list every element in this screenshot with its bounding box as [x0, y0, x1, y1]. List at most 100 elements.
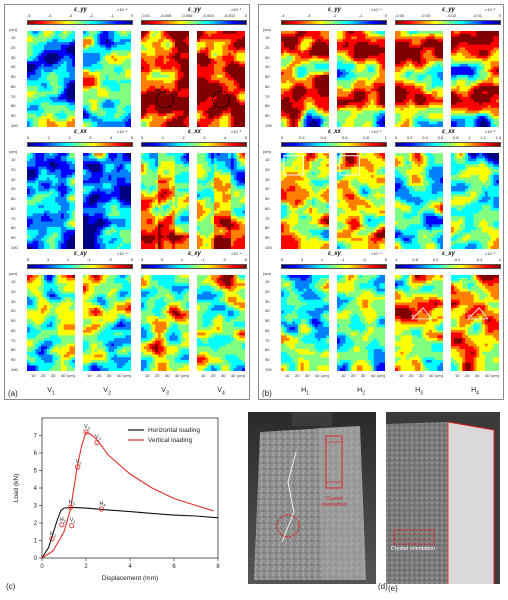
y-axis-tick: 80 — [11, 103, 16, 109]
colorbar-tick-label: 0.8 — [363, 135, 369, 140]
x-axis-tick: 30 — [305, 373, 310, 378]
y-axis-unit: (cm) — [263, 149, 271, 154]
colorbar-tick-label: -1 — [358, 13, 363, 18]
y-axis-tick: 20 — [11, 288, 16, 294]
colorbar-exponent-left-1: ×10⁻⁴ — [117, 129, 128, 134]
column-label-b-2: H3 — [399, 387, 439, 396]
x-axis-tick: 20 — [211, 373, 216, 378]
colorbar-exponent-right-2: ×10⁻⁴ — [231, 251, 242, 256]
panel-b-letter: (b) — [262, 389, 272, 398]
strain-field-image — [141, 153, 189, 249]
panel-c: 0 2 4 6 8 0 1 2 3 4 5 6 7 Displacement (mm) Load (kN) H… — [4, 404, 240, 596]
colorbar-left-1 — [281, 142, 387, 147]
x-axis-tick: 10 — [87, 373, 92, 378]
colorbar-ticks-left-2: 5 3 1 -1 -3 -5 — [27, 257, 133, 262]
y-axis-tick: 60 — [265, 83, 270, 89]
x-axis-tick: 10 — [31, 373, 36, 378]
strain-field-image — [83, 31, 131, 127]
data-point-label: H4 — [99, 501, 106, 508]
specimen-photo-horizontal: Crystal orientation — [386, 412, 500, 584]
panel-a: ε_yy ×10⁻⁴ -5 -4 -3 -2 -1 0 ε_yy ×10⁻² -0.01 -0.008… — [4, 4, 250, 400]
colorbar-tick-label: 3 — [160, 257, 164, 262]
column-label-a-3: V4 — [201, 387, 241, 396]
x-axis-tick: 40 — [61, 373, 66, 378]
y-tick-label: 6 — [34, 451, 38, 457]
colorbar-ticks-left-2: 5 3 1 -1 -3 -5 — [281, 257, 387, 262]
colorbar-tick-label: -0.01 — [472, 13, 482, 18]
x-axis-tick: 40 — [485, 373, 490, 378]
angle-triangle-marker — [410, 307, 433, 320]
y-axis-unit: (cm) — [263, 271, 271, 276]
colorbar-tick-label: 0.8 — [452, 135, 459, 140]
y-axis-1: (cm) 10 20 30 40 50 60 70 80 90 100 — [9, 149, 27, 251]
colorbar-tick-label: -1 — [86, 257, 91, 262]
x-axis-tick: 20 — [465, 373, 470, 378]
x-axis-tick: 20 — [351, 373, 356, 378]
y-axis-1: (cm) 10 20 30 40 50 60 70 80 90 100 — [263, 149, 281, 251]
strain-map-b-2-3: 45° — [451, 275, 499, 371]
strain-field-image — [141, 275, 189, 371]
series-line-vertical — [41, 431, 214, 559]
y-axis-unit: (cm) — [9, 27, 17, 32]
colorbar-left-0 — [281, 20, 387, 25]
strain-map-a-2-1 — [83, 275, 131, 371]
colorbar-title-left-0: ε_yy — [328, 7, 341, 13]
strain-field-image — [27, 31, 75, 127]
colorbar-tick-label: -1 — [497, 257, 501, 262]
x-axis-unit: (cm) — [321, 373, 329, 378]
colorbar-right-1 — [141, 142, 247, 147]
x-axis-unit: (cm) — [123, 373, 131, 378]
colorbar-tick-label: 5 — [27, 257, 30, 262]
strain-map-a-0-2 — [141, 31, 189, 127]
colorbar-tick-label: -4 — [47, 13, 52, 18]
colorbar-tick-label: 0.6 — [412, 257, 418, 262]
y-axis-tick: 80 — [265, 103, 270, 109]
colorbar-tick-label: 4 — [224, 135, 227, 140]
column-label-letter: V — [103, 387, 108, 394]
column-label-index: 2 — [362, 390, 365, 397]
colorbar-tick-label: 0.2 — [406, 135, 413, 140]
x-axis-tick: 40 — [371, 373, 376, 378]
strain-field-image — [281, 153, 329, 249]
data-point-marker — [59, 522, 65, 528]
y-axis-tick: 10 — [265, 279, 270, 284]
specimen-photo-horizontal-image — [386, 412, 500, 584]
data-point-label-index: 4 — [103, 503, 106, 508]
colorbar-tick-label: 0 — [281, 135, 284, 140]
colorbar-tick-label: 1.2 — [480, 135, 486, 140]
colorbar-tick-label: -0.2 — [453, 257, 461, 262]
y-axis-tick: 30 — [265, 298, 270, 304]
colorbar-tick-label: 0.6 — [437, 135, 444, 140]
data-point-label: V3 — [84, 424, 91, 431]
colorbar-tick-label: -5 — [27, 13, 31, 18]
y-axis-tick: 50 — [11, 318, 16, 324]
y-axis-tick: 40 — [11, 64, 16, 70]
strain-map-a-2-2 — [141, 275, 189, 371]
strain-map-a-1-1 — [83, 153, 131, 249]
colorbar-tick-label: 0 — [498, 13, 501, 18]
colorbar-title-right-2: ε_xy — [188, 251, 201, 257]
data-point-label: V4 — [95, 435, 102, 442]
x-tick-label: 2 — [84, 564, 88, 570]
colorbar-title-right-1: ε_xx — [442, 129, 455, 135]
colorbar-exponent-left-1: ×10⁻³ — [371, 129, 382, 134]
x-axis-tick: 20 — [409, 373, 414, 378]
y-axis-tick: 80 — [11, 225, 16, 231]
x-axis-unit: (cm) — [67, 373, 75, 378]
colorbar-title-left-0: ε_yy — [74, 7, 87, 13]
x-axis-tick: 30 — [165, 373, 170, 378]
y-axis-tick: 70 — [265, 337, 270, 343]
strain-map-b-2-1 — [337, 275, 385, 371]
x-axis-tick: 30 — [107, 373, 112, 378]
column-label-index: 4 — [476, 390, 479, 397]
x-axis-tick: 10 — [285, 373, 290, 378]
colorbar-tick-label: -1 — [110, 13, 114, 18]
data-point-marker — [94, 439, 100, 446]
strain-map-b-2-0 — [281, 275, 329, 371]
data-point-marker — [68, 504, 74, 510]
colorbar-tick-label: 3 — [46, 257, 50, 262]
strain-field-image — [451, 31, 499, 127]
y-axis-tick: 60 — [11, 83, 16, 89]
colorbar-tick-label: -0.004 — [202, 13, 214, 18]
y-tick-label: 7 — [34, 434, 38, 440]
